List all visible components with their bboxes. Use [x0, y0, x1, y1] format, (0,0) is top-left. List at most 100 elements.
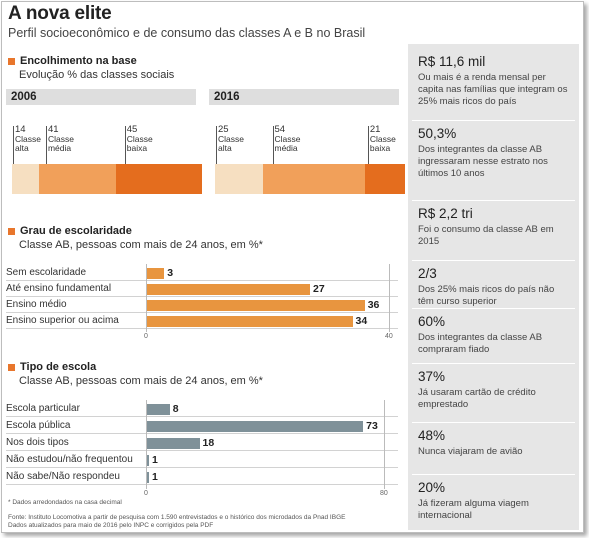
bar-value-label: 18	[202, 437, 215, 449]
segment-class-label: baixa	[126, 143, 148, 153]
fact-description: Ou mais é a renda mensal per capita nas …	[418, 72, 568, 107]
segment-label: 45 Classe baixa	[127, 125, 153, 154]
source-line-1: Fonte: Instituto Locomotiva a partir de …	[8, 514, 346, 521]
bar-value-label: 1	[152, 471, 158, 483]
segment-value: 14	[15, 124, 26, 135]
source-line-2: Dados atualizados para maio de 2016 pelo…	[8, 522, 214, 529]
fact-item: 48% Nunca viajaram de avião	[418, 428, 572, 458]
infographic: A nova elite Perfil socioeconômico e de …	[1, 1, 584, 533]
bar	[146, 472, 149, 483]
education-bar-chart: Sem escolaridade 3 Até ensino fundamental 2…	[6, 264, 398, 346]
stack-segment	[262, 164, 366, 194]
facts-panel: R$ 11,6 mil Ou mais é a renda mensal per …	[408, 44, 579, 530]
bar-row: Escola pública 73	[6, 419, 398, 434]
bar-row: Escola particular 8	[6, 402, 398, 417]
segment-label: 54 Classe média	[275, 125, 301, 154]
school-type-bar-chart: Escola particular 8 Escola pública 73 Nos do…	[6, 400, 398, 502]
fact-divider	[412, 363, 575, 364]
axis-tick-label: 0	[144, 333, 148, 340]
segment-value: 45	[126, 124, 138, 135]
stacked-bar-2006	[12, 164, 202, 194]
fact-divider	[412, 474, 575, 475]
section-heading-text: Tipo de escola	[20, 361, 97, 373]
fact-description: Foi o consumo da classe AB em 2015	[418, 224, 554, 247]
segment-label: 41 Classe média	[48, 125, 74, 154]
axis-tick-label: 80	[380, 490, 388, 497]
bar-category-label: Sem escolaridade	[6, 267, 87, 278]
stack-segment	[12, 164, 39, 194]
fact-item: 20% Já fizeram alguma viagem internaciona…	[418, 480, 572, 522]
fact-value: R$ 11,6 mil	[418, 54, 486, 69]
segment-label: 14 Classe alta	[15, 125, 41, 154]
section-heading-text: Encolhimento na base	[20, 55, 137, 67]
bar-value-label: 8	[172, 403, 179, 415]
bar-category-label: Ensino médio	[6, 299, 67, 310]
segment-class-label: média	[47, 143, 72, 153]
year-header-2006: 2006	[6, 89, 196, 105]
segment-label: 25 Classe alta	[218, 125, 244, 154]
fact-divider	[412, 422, 575, 423]
fact-divider	[412, 200, 575, 201]
segment-value: 54	[274, 124, 286, 135]
stack-segment	[215, 164, 263, 194]
bar-value-label: 3	[167, 267, 174, 279]
bar	[146, 438, 200, 449]
fact-item: R$ 11,6 mil Ou mais é a renda mensal per …	[418, 54, 572, 108]
fact-item: 37% Já usaram cartão de crédito emprestad…	[418, 369, 572, 411]
axis-line-zero	[146, 264, 147, 332]
section-subheading-classes: Evolução % das classes sociais	[19, 69, 175, 81]
segment-tick	[216, 126, 217, 164]
bullet-square-icon	[8, 227, 15, 235]
segment-class-label: Classe	[369, 133, 396, 144]
bar-row: Não estudou/não frequentou 1	[6, 453, 398, 468]
fact-item: 60% Dos integrantes da classe AB comprara…	[418, 314, 572, 356]
page-subtitle: Perfil socioeconômico e de consumo das c…	[8, 26, 366, 40]
fact-value: 2/3	[418, 266, 437, 281]
bar-value-label: 27	[313, 283, 325, 295]
fact-value: 37%	[418, 369, 446, 384]
bar-row: Sem escolaridade 3	[6, 266, 398, 281]
bar	[146, 268, 165, 279]
fact-divider	[412, 308, 575, 309]
bar	[146, 300, 365, 311]
page-title: A nova elite	[8, 3, 112, 24]
fact-divider	[412, 260, 575, 261]
bar	[146, 316, 353, 327]
stacked-bar-2016	[215, 164, 405, 194]
bar	[146, 455, 149, 466]
year-header-2016: 2016	[209, 89, 399, 105]
segment-class-label: Classe	[15, 133, 41, 144]
segment-class-label: Classe	[274, 133, 301, 144]
section-heading-classes: Encolhimento na base	[8, 55, 137, 67]
bar-category-label: Nos dois tipos	[6, 437, 69, 448]
stack-segment	[365, 164, 405, 194]
segment-value: 25	[218, 124, 229, 135]
stack-segment	[38, 164, 117, 194]
section-subheading-education: Classe AB, pessoas com mais de 24 anos, …	[19, 239, 263, 251]
section-subheading-school-type: Classe AB, pessoas com mais de 24 anos, …	[19, 375, 263, 387]
segment-value: 21	[369, 124, 381, 135]
fact-description: Dos 25% mais ricos do país não têm curso…	[418, 284, 555, 307]
segment-class-label: Classe	[218, 133, 244, 144]
section-heading-education: Grau de escolaridade	[8, 225, 132, 237]
segment-class-label: alta	[15, 143, 29, 153]
bar-value-label: 36	[367, 299, 380, 311]
bar-category-label: Não sabe/Não respondeu	[6, 471, 120, 482]
bar-row: Não sabe/Não respondeu 1	[6, 470, 398, 485]
segment-tick	[272, 126, 274, 164]
axis-line-zero	[146, 400, 147, 489]
axis-tick-label: 0	[144, 490, 148, 497]
axis-line-max	[384, 400, 385, 489]
segment-class-label: Classe	[126, 133, 153, 144]
axis-line-max	[389, 264, 390, 332]
fact-value: 60%	[418, 314, 446, 329]
section-heading-school-type: Tipo de escola	[8, 361, 96, 373]
bar-row: Ensino médio 36	[6, 298, 398, 313]
fact-description: Nunca viajaram de avião	[418, 446, 523, 457]
bar-category-label: Escola pública	[6, 420, 71, 431]
fact-description: Já fizeram alguma viagem internacional	[418, 498, 529, 521]
bullet-square-icon	[8, 57, 15, 65]
bar-category-label: Não estudou/não frequentou	[6, 454, 133, 465]
footnote: * Dados arredondados na casa decimal	[8, 499, 122, 506]
bar-value-label: 34	[355, 315, 368, 327]
